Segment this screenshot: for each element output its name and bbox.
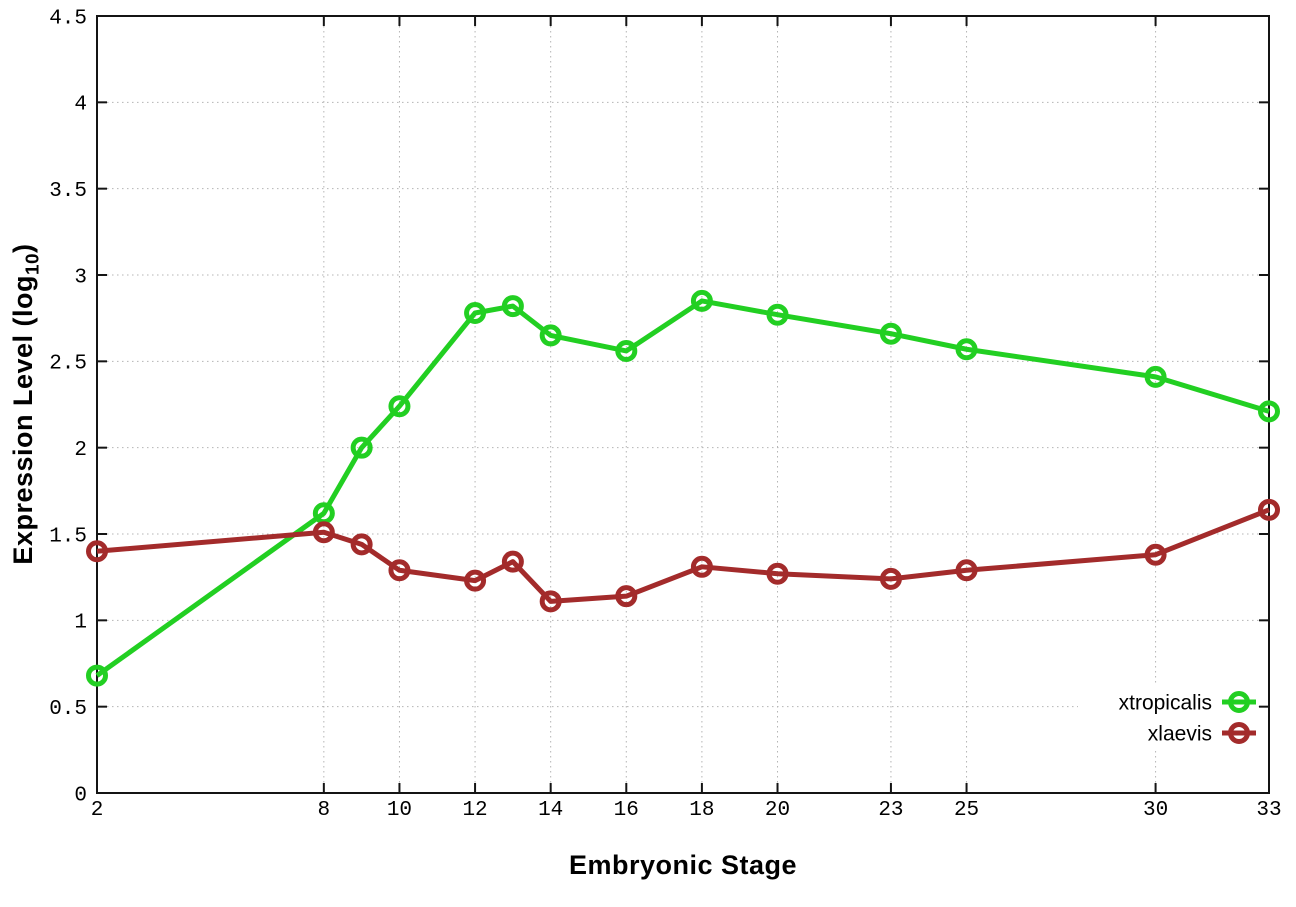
data-point-xtropicalis-stage-20 (766, 303, 789, 326)
legend-label-xlaevis: xlaevis (1148, 722, 1212, 745)
y-tick-label: 1 (74, 612, 87, 635)
x-tick-label: 23 (878, 799, 903, 822)
series-xtropicalis-line (95, 298, 1270, 678)
legend-background (1078, 686, 1258, 749)
x-tick-label: 14 (538, 799, 563, 822)
tick-labels: 2 8 10 12 14 16 18 20 23 25 30 33 0 0.5 1 1.5 2 2.5 3 3.5 4 4… (49, 7, 1281, 822)
axis-ticks (96, 15, 1270, 794)
data-point-xlaevis-stage-10 (388, 559, 411, 582)
y-axis-title-close: ) (8, 243, 38, 253)
data-point-xlaevis-stage-16 (615, 585, 638, 608)
y-tick-label: 0 (74, 784, 87, 807)
data-point-xtropicalis-stage-23 (879, 322, 902, 345)
x-tick-label: 25 (954, 799, 979, 822)
y-tick-label: 1.5 (49, 525, 87, 548)
y-tick-label: 4 (74, 94, 87, 117)
data-point-xlaevis-stage-8 (312, 521, 335, 544)
x-tick-label: 2 (91, 799, 104, 822)
data-point-xtropicalis-stage-25 (955, 338, 978, 361)
data-point-xlaevis-stage-25 (955, 559, 978, 582)
x-tick-label: 18 (689, 799, 714, 822)
y-tick-label: 0.5 (49, 698, 87, 721)
data-point-xlaevis-stage-18 (690, 555, 713, 578)
plot-border (96, 15, 1270, 794)
y-axis-title: Expression Level (log10) (8, 104, 48, 704)
x-tick-label: 12 (462, 799, 487, 822)
series-xtropicalis (86, 289, 1280, 687)
data-point-xlaevis-stage-13 (501, 550, 524, 573)
data-point-xlaevis-stage-23 (879, 567, 902, 590)
x-tick-label: 8 (318, 799, 331, 822)
legend-marker-xlaevis (1228, 722, 1250, 744)
data-point-xtropicalis-stage-30 (1144, 365, 1167, 388)
x-tick-label: 16 (614, 799, 639, 822)
y-axis-title-subscript: 10 (22, 252, 44, 275)
data-point-xtropicalis-stage-10 (388, 395, 411, 418)
data-point-xtropicalis-stage-2 (86, 664, 108, 687)
x-tick-label: 33 (1256, 799, 1281, 822)
series-xlaevis (86, 498, 1280, 613)
y-axis-title-text: Expression Level (log (8, 274, 38, 565)
y-tick-label: 2 (74, 439, 87, 462)
data-point-xtropicalis-stage-16 (615, 339, 638, 362)
data-point-xlaevis-stage-12 (464, 569, 487, 592)
x-tick-label: 30 (1143, 799, 1168, 822)
data-point-xtropicalis-stage-33 (1258, 400, 1280, 423)
legend-label-xtropicalis: xtropicalis (1119, 691, 1212, 714)
x-axis-title: Embryonic Stage (97, 850, 1269, 881)
gridlines (97, 16, 1269, 793)
x-tick-label: 20 (765, 799, 790, 822)
y-tick-label: 3.5 (49, 180, 87, 203)
data-point-xlaevis-stage-14 (539, 590, 562, 613)
data-point-xlaevis-stage-33 (1258, 498, 1280, 521)
data-point-xlaevis-stage-20 (766, 562, 789, 585)
x-tick-label: 10 (387, 799, 412, 822)
series-xlaevis-line (96, 507, 1270, 604)
data-point-xlaevis-stage-2 (86, 540, 108, 563)
data-point-xtropicalis-stage-9 (350, 436, 373, 459)
data-point-xtropicalis-stage-18 (690, 289, 713, 312)
legend: xtropicalis xlaevis (1119, 691, 1256, 745)
data-point-xtropicalis-stage-12 (464, 301, 487, 324)
data-point-xtropicalis-stage-13 (501, 295, 524, 318)
x-axis-title-text: Embryonic Stage (568, 850, 798, 880)
legend-marker-xtropicalis (1228, 691, 1250, 713)
y-tick-label: 4.5 (49, 7, 87, 30)
data-point-xtropicalis-stage-14 (539, 324, 562, 347)
data-point-xlaevis-stage-30 (1144, 543, 1167, 566)
y-tick-label: 3 (74, 266, 87, 289)
data-point-xlaevis-stage-9 (350, 533, 373, 556)
y-tick-label: 2.5 (49, 353, 87, 376)
